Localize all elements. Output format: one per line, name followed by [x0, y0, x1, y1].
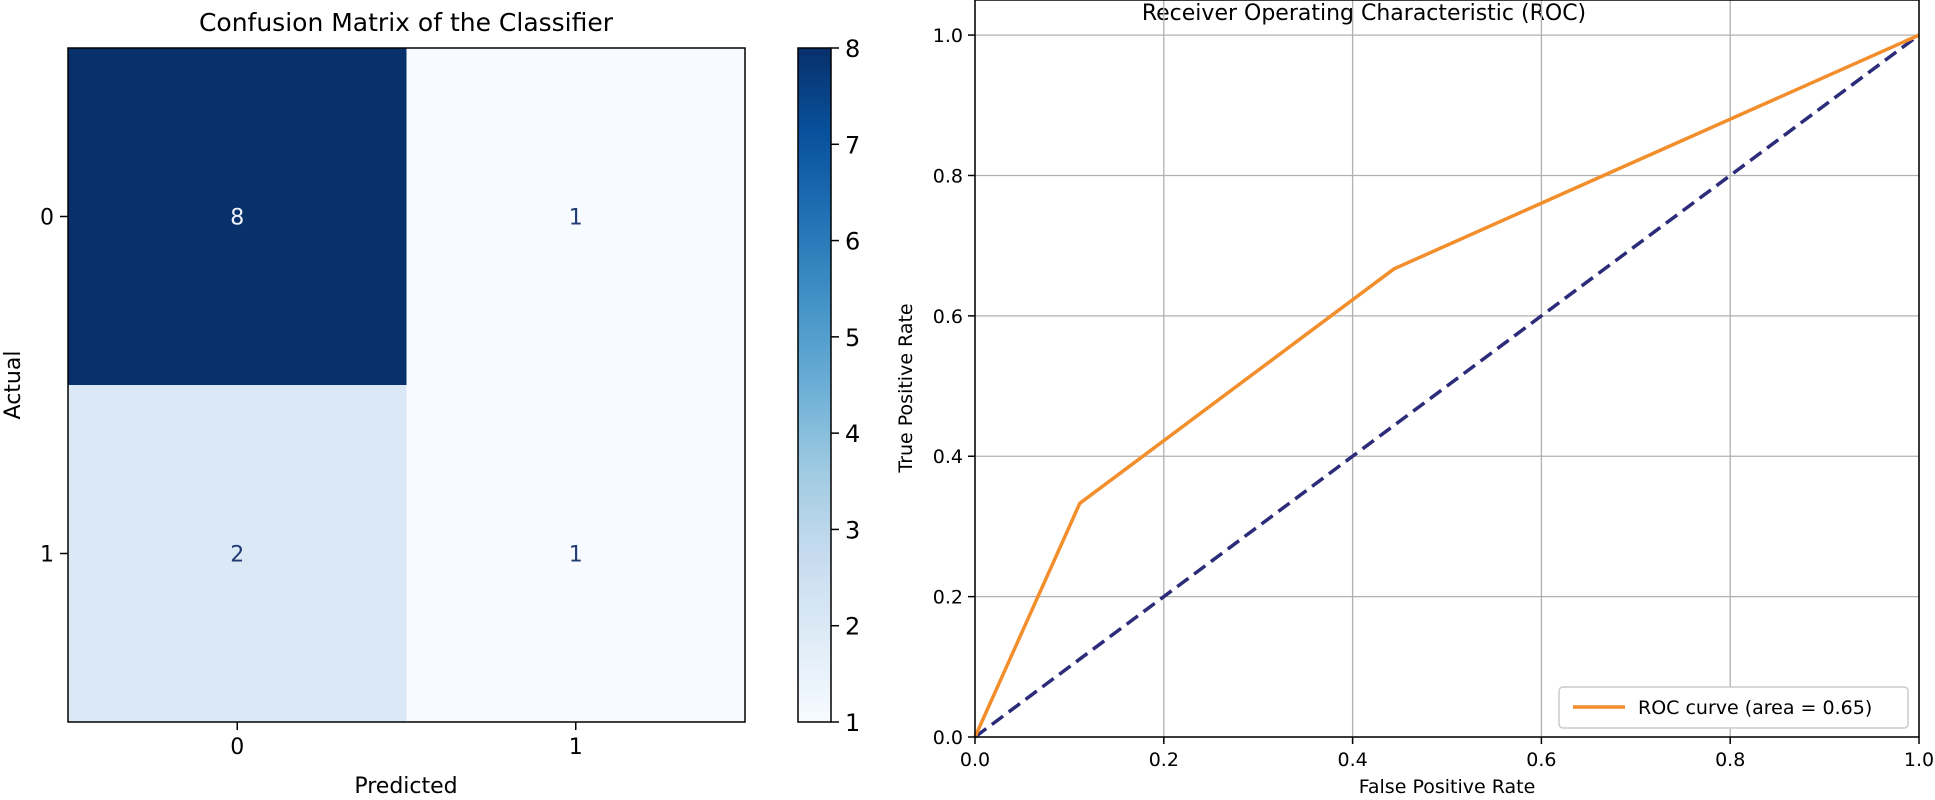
roc-x-ticks: 0.0 0.2 0.4 0.6 0.8 1.0 [960, 737, 1934, 771]
colorbar-gradient [797, 47, 832, 723]
colorbar-ticks: 1 2 3 4 5 6 7 8 [831, 35, 860, 737]
cm-y-axis-label: Actual [1, 351, 26, 420]
colorbar-tick-label: 7 [845, 131, 860, 159]
diagonal-reference-line [973, 33, 1921, 739]
roc-chart: Receiver Operating Characteristic (ROC) … [895, 0, 1934, 798]
roc-x-tick-label: 0.0 [960, 749, 990, 771]
roc-x-tick-label: 0.6 [1526, 749, 1556, 771]
cm-cell [406, 48, 745, 385]
roc-curve-line [973, 33, 1920, 738]
cm-cell-value: 2 [230, 543, 244, 568]
cm-cell-value: 1 [569, 543, 583, 568]
cm-frame [67, 47, 746, 723]
cm-x-tick-label: 0 [230, 735, 244, 760]
roc-y-tick-label: 1.0 [933, 25, 963, 47]
roc-legend: ROC curve (area = 0.65) [1558, 686, 1909, 729]
cm-cell [406, 385, 745, 722]
roc-y-axis-label: True Positive Rate [895, 303, 917, 473]
roc-y-tick-label: 0.6 [933, 306, 963, 328]
roc-y-ticks: 0.0 0.2 0.4 0.6 0.8 1.0 [933, 25, 975, 749]
legend-label-roc: ROC curve (area = 0.65) [1638, 697, 1872, 719]
colorbar-tick-label: 4 [845, 420, 860, 448]
roc-grid [974, 0, 1920, 738]
legend-box [1558, 686, 1909, 729]
colorbar-tick-label: 5 [845, 324, 860, 352]
colorbar-tick-label: 8 [845, 35, 860, 63]
confusion-matrix-chart: Confusion Matrix of the Classifier 8 12 1 … [1, 8, 746, 799]
colorbar: 1 2 3 4 5 6 7 8 [797, 35, 860, 737]
roc-x-tick-label: 0.2 [1149, 749, 1179, 771]
cm-y-tick-label: 0 [40, 206, 54, 231]
roc-x-tick-label: 1.0 [1904, 749, 1934, 771]
roc-title: Receiver Operating Characteristic (ROC) [1142, 1, 1586, 26]
colorbar-tick-label: 2 [845, 613, 860, 641]
cm-title: Confusion Matrix of the Classifier [199, 8, 614, 37]
colorbar-tick-label: 1 [845, 709, 860, 737]
cm-y-ticks: 01 [40, 206, 68, 568]
roc-x-axis-label: False Positive Rate [1359, 776, 1536, 798]
cm-x-tick-label: 1 [569, 735, 583, 760]
cm-y-tick-label: 1 [40, 543, 54, 568]
roc-frame [974, 0, 1920, 738]
roc-series [973, 33, 1921, 739]
roc-y-tick-label: 0.2 [933, 587, 963, 609]
colorbar-tick-label: 6 [845, 228, 860, 256]
cm-cell-value: 1 [569, 206, 583, 231]
roc-y-tick-label: 0.8 [933, 165, 963, 187]
roc-y-tick-label: 0.4 [933, 446, 963, 468]
roc-x-tick-label: 0.4 [1337, 749, 1367, 771]
colorbar-tick-label: 3 [845, 516, 860, 544]
cm-cell [68, 48, 407, 385]
roc-y-tick-label: 0.0 [933, 727, 963, 749]
cm-cell-value: 8 [230, 206, 244, 231]
cm-cells: 8 1 2 1 [68, 48, 745, 722]
cm-cell [68, 385, 407, 722]
roc-x-tick-label: 0.8 [1715, 749, 1745, 771]
cm-x-axis-label: Predicted [354, 774, 457, 799]
